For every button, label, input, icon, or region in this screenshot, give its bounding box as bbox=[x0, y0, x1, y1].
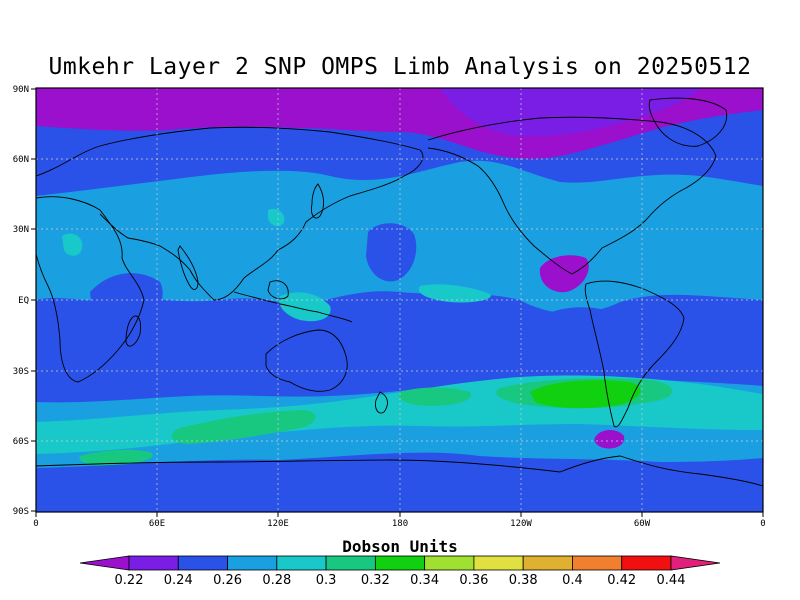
colorbar-bin bbox=[128, 555, 179, 571]
coastline-new-zealand bbox=[375, 391, 388, 414]
lon-tick-label: 120E bbox=[267, 519, 289, 529]
contour-region-032-pacific bbox=[398, 387, 472, 406]
coastline-australia bbox=[265, 329, 348, 392]
contour-region-022-patagonia bbox=[594, 430, 625, 449]
colorbar-label: 0.34 bbox=[410, 573, 439, 588]
colorbar-bin bbox=[177, 555, 228, 571]
coastline-south-america bbox=[584, 280, 685, 428]
coastline-antarctica bbox=[36, 455, 763, 487]
coastline-indonesia bbox=[233, 291, 353, 323]
colorbar-bin bbox=[424, 555, 475, 571]
coastline-eurasia bbox=[36, 126, 424, 301]
lat-tick-label: EQ bbox=[18, 296, 29, 306]
colorbar-label: 0.32 bbox=[361, 573, 390, 588]
colorbar-label: 0.42 bbox=[607, 573, 636, 588]
colorbar-label: 0.3 bbox=[316, 573, 337, 588]
colorbar: 0.22 0.24 0.26 0.28 0.3 0.32 0.34 0.36 0.38 0.4 0.… bbox=[79, 555, 721, 588]
lat-tick-label: 60N bbox=[13, 155, 29, 165]
contour-region-024-mid-pacific bbox=[366, 223, 417, 282]
gridlines bbox=[36, 88, 763, 512]
coastline-india bbox=[177, 245, 199, 290]
contour-region-028-china bbox=[268, 208, 285, 227]
colorbar-label: 0.44 bbox=[657, 573, 686, 588]
colorbar-bin bbox=[473, 555, 524, 571]
colorbar-bin bbox=[325, 555, 376, 571]
contour-region-032-atlantic bbox=[79, 449, 153, 466]
contour-field bbox=[36, 88, 763, 512]
contour-region-028-pacific-eq bbox=[418, 284, 491, 303]
lon-tick-label: 0 bbox=[33, 519, 38, 529]
colorbar-bin bbox=[621, 555, 672, 571]
coastline-japan bbox=[311, 183, 325, 219]
lon-tick-label: 60E bbox=[149, 519, 165, 529]
contour-region-028-indonesia bbox=[279, 292, 331, 322]
colorbar-bin bbox=[572, 555, 623, 571]
lat-tick-label: 30S bbox=[13, 367, 29, 377]
colorbar-label: 0.22 bbox=[115, 573, 144, 588]
lon-tick-label: 180 bbox=[392, 519, 408, 529]
lat-tick-label: 90S bbox=[13, 507, 29, 517]
colorbar-bin bbox=[227, 555, 278, 571]
colorbar-bin bbox=[522, 555, 573, 571]
map-title: Umkehr Layer 2 SNP OMPS Limb Analysis on… bbox=[48, 54, 752, 80]
lat-tick-label: 90N bbox=[13, 85, 29, 95]
lat-tick-label: 60S bbox=[13, 437, 29, 447]
contour-region-034-max bbox=[530, 380, 641, 409]
colorbar-label: 0.38 bbox=[509, 573, 538, 588]
lon-axis: 0 60E 120E 180 120W 60W 0 bbox=[33, 512, 766, 529]
coastline-borneo bbox=[267, 280, 289, 300]
colorbar-end-high bbox=[670, 555, 721, 571]
colorbar-caption: Dobson Units bbox=[342, 537, 458, 556]
colorbar-label: 0.36 bbox=[459, 573, 488, 588]
lon-tick-label: 60W bbox=[634, 519, 651, 529]
colorbar-label: 0.24 bbox=[164, 573, 193, 588]
colorbar-label: 0.4 bbox=[562, 573, 583, 588]
coastlines bbox=[36, 97, 763, 487]
contour-region-024-south-pacific bbox=[539, 307, 629, 353]
colorbar-bin bbox=[374, 555, 426, 571]
contour-region-032-indian bbox=[171, 410, 316, 444]
lon-tick-label: 120W bbox=[510, 519, 532, 529]
contour-region-024-indian bbox=[90, 273, 163, 339]
colorbar-end-low bbox=[79, 555, 130, 571]
colorbar-bin bbox=[276, 555, 327, 571]
contour-region-028-africa bbox=[62, 233, 83, 256]
coastline-north-america bbox=[427, 116, 717, 275]
lat-tick-label: 30N bbox=[13, 225, 29, 235]
coastline-greenland bbox=[648, 97, 728, 147]
contour-region-024-antarctic bbox=[36, 452, 763, 512]
lat-axis: 90N 60N 30N EQ 30S 60S 90S bbox=[13, 85, 36, 517]
contour-region-022-central-america bbox=[539, 255, 589, 293]
colorbar-label: 0.28 bbox=[262, 573, 291, 588]
coastline-africa bbox=[36, 196, 145, 383]
lon-tick-label: 0 bbox=[760, 519, 765, 529]
colorbar-label: 0.26 bbox=[213, 573, 242, 588]
coastline-madagascar bbox=[125, 315, 141, 347]
contour-region-022-arctic-core bbox=[440, 88, 700, 137]
